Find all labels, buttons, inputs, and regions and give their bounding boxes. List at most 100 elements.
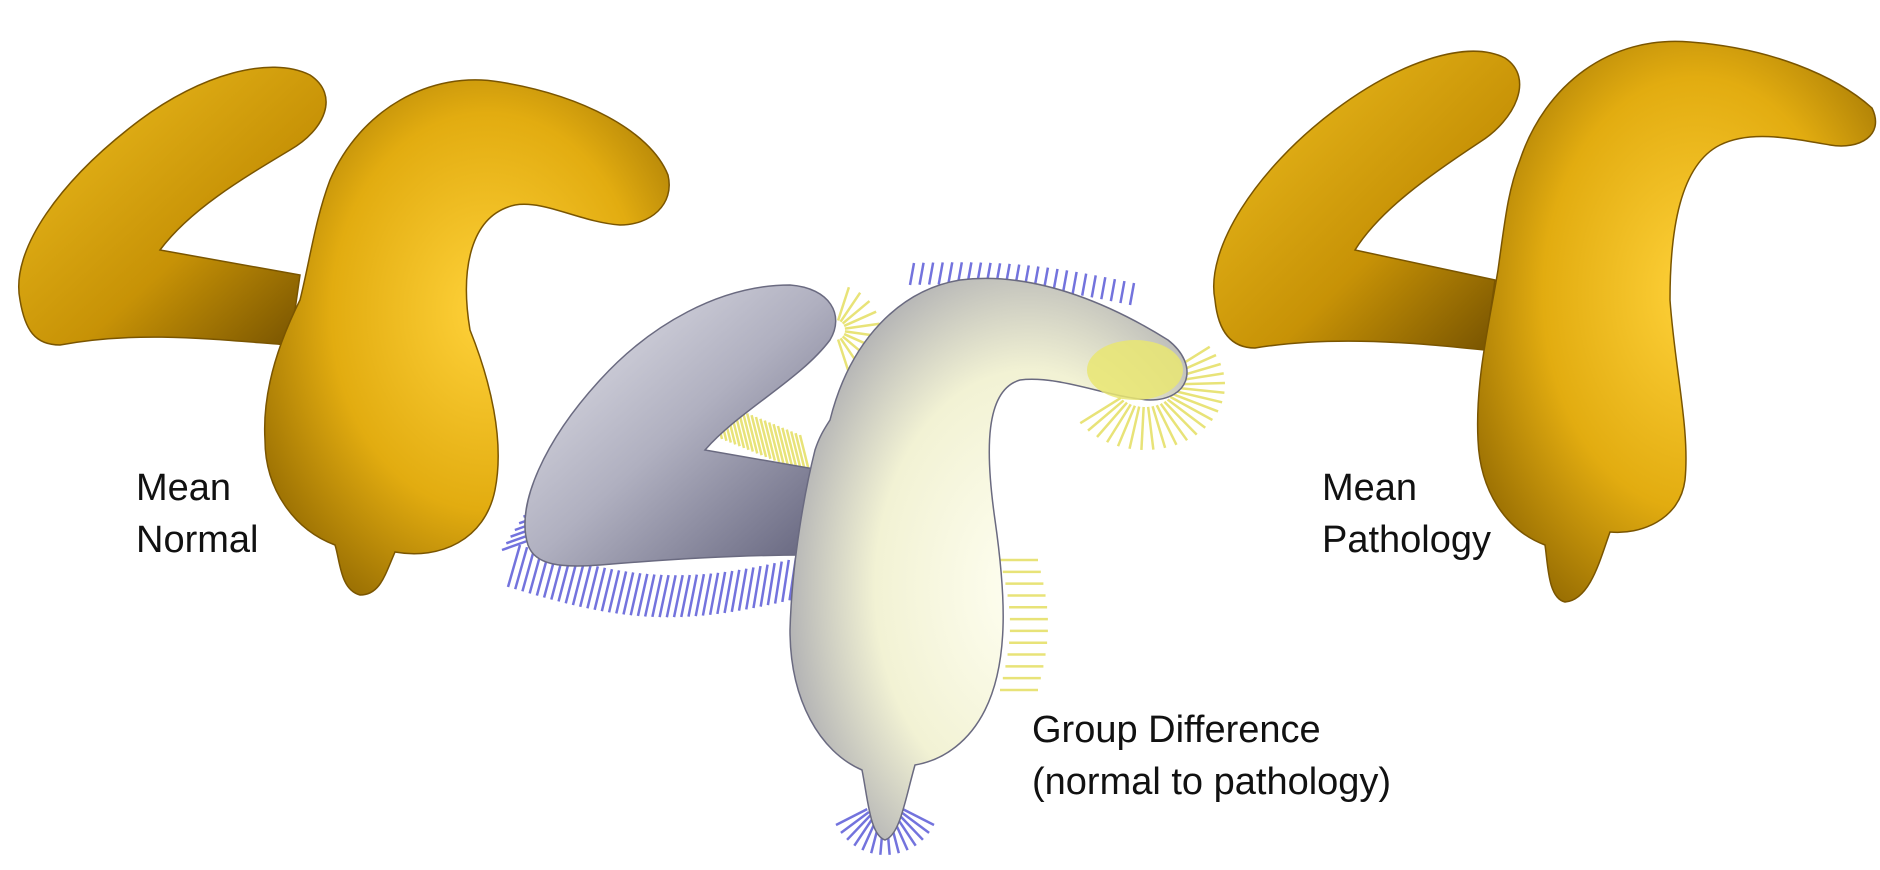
inward-arrow	[1080, 273, 1088, 296]
outward-arrow	[1146, 406, 1155, 450]
coracoid-highlight	[1087, 340, 1183, 400]
outward-arrow	[776, 425, 790, 467]
inward-arrow	[730, 569, 741, 613]
outward-arrow	[754, 416, 768, 458]
mean-normal-shape	[18, 66, 670, 596]
inward-arrow	[672, 574, 684, 618]
group-difference-shape	[501, 262, 1225, 855]
outward-arrow	[763, 420, 777, 461]
inward-arrow	[897, 813, 924, 841]
mean-pathology-label-line2: Pathology	[1322, 519, 1491, 561]
outward-arrow	[1171, 392, 1219, 413]
outward-arrow	[836, 339, 851, 374]
outward-arrow	[767, 422, 781, 463]
inward-arrow	[615, 571, 628, 614]
outward-arrow	[843, 310, 877, 328]
inward-arrow	[514, 546, 529, 590]
inward-arrow	[752, 565, 762, 609]
inward-arrow	[927, 262, 935, 285]
inward-arrow	[622, 572, 635, 615]
inward-arrow	[1100, 276, 1107, 300]
outward-arrow	[785, 429, 799, 470]
pathology-body	[1476, 40, 1877, 603]
inward-arrow	[571, 562, 585, 606]
outward-arrow	[1096, 401, 1128, 438]
inward-arrow	[665, 574, 677, 618]
group-difference-label-line2: (normal to pathology)	[1032, 761, 1391, 803]
inward-arrow	[1061, 270, 1069, 293]
inward-arrow	[701, 573, 713, 616]
inward-arrow	[947, 262, 954, 285]
inward-arrow	[908, 262, 916, 286]
mean-pathology-label-line1: Mean	[1322, 467, 1417, 509]
inward-arrow	[593, 567, 607, 611]
outward-arrow	[1079, 396, 1122, 425]
inward-arrow	[835, 807, 868, 827]
outward-arrow	[1174, 386, 1225, 395]
outward-arrow	[789, 431, 803, 472]
outward-arrow	[841, 300, 871, 325]
difference-body	[789, 277, 1188, 841]
inward-arrow	[773, 561, 783, 604]
inward-arrow	[708, 572, 720, 616]
pathology-acromion	[1213, 50, 1521, 351]
inward-arrow	[506, 544, 522, 588]
outward-arrow	[1106, 403, 1132, 443]
inward-arrow	[766, 562, 776, 606]
inward-arrow	[723, 570, 734, 614]
mean-pathology-shape	[1213, 40, 1877, 603]
inward-arrow	[1090, 275, 1097, 298]
inward-arrow	[600, 568, 614, 612]
inward-arrow	[937, 262, 944, 285]
inward-arrow	[745, 567, 755, 610]
inward-arrow	[636, 573, 649, 617]
outward-arrow	[844, 322, 880, 330]
group-difference-label-line1: Group Difference	[1032, 709, 1321, 751]
outward-arrow	[741, 411, 755, 452]
normal-body	[263, 79, 670, 596]
inward-arrow	[680, 574, 691, 618]
outward-arrow	[839, 291, 862, 323]
inward-arrow	[1052, 268, 1059, 292]
inward-arrow	[846, 813, 873, 841]
outward-arrow	[1116, 405, 1137, 447]
inward-arrow	[629, 572, 642, 616]
difference-acromion	[524, 284, 837, 567]
inward-arrow	[840, 810, 870, 834]
outward-arrow	[781, 427, 794, 469]
outward-arrow	[1166, 398, 1206, 429]
mean-normal-label-line2: Normal	[136, 519, 258, 561]
mean-normal-label-line1: Mean	[136, 467, 231, 509]
inward-arrow	[658, 574, 670, 618]
inward-arrow	[607, 570, 621, 613]
outward-arrow	[1159, 402, 1189, 442]
inward-arrow	[918, 262, 925, 286]
outward-arrow	[745, 413, 759, 454]
outward-arrow	[1155, 404, 1178, 446]
inward-arrow	[900, 810, 930, 834]
inward-arrow	[521, 548, 536, 592]
inward-arrow	[586, 566, 600, 609]
inward-arrow	[1119, 280, 1126, 304]
inward-arrow	[716, 571, 727, 615]
inward-arrow	[651, 574, 663, 618]
outward-arrow	[1163, 400, 1198, 436]
outward-arrow	[1151, 405, 1167, 449]
outward-arrow	[772, 423, 785, 465]
normal-acromion	[18, 66, 327, 346]
outward-arrow	[836, 286, 851, 321]
inward-arrow	[694, 573, 706, 617]
outward-arrow	[1173, 389, 1223, 404]
inward-arrow	[853, 815, 875, 847]
outward-arrow	[1087, 399, 1125, 432]
inward-arrow	[687, 574, 699, 617]
inward-arrow	[578, 564, 592, 608]
outward-arrow	[1169, 395, 1214, 422]
inward-arrow	[781, 559, 791, 603]
outward-arrow	[750, 414, 763, 456]
outward-arrow	[1128, 406, 1141, 450]
inward-arrow	[737, 568, 748, 611]
inward-arrow	[501, 538, 531, 552]
inward-arrow	[643, 574, 656, 617]
